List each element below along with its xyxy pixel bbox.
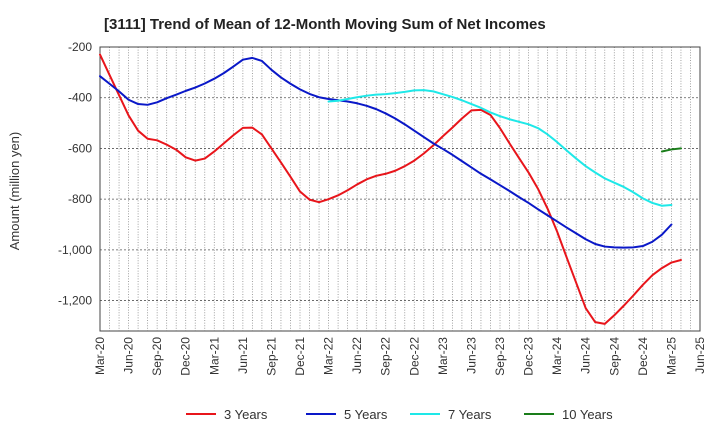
plot-area	[99, 46, 701, 332]
x-tick-label: Sep-21	[264, 337, 278, 376]
series-line-10-years	[660, 147, 682, 153]
y-tick-label: -200	[68, 40, 92, 54]
x-tick-label: Jun-22	[350, 337, 364, 374]
x-tick-label: Dec-24	[636, 337, 650, 376]
x-tick-label: Mar-25	[664, 337, 678, 375]
x-tick-label: Sep-20	[150, 337, 164, 376]
legend: 3 Years 5 Years 7 Years 10 Years	[186, 407, 613, 422]
x-tick-label: Jun-25	[693, 337, 707, 374]
chart-title: [3111] Trend of Mean of 12-Month Moving …	[104, 16, 546, 33]
x-tick-label: Sep-22	[379, 337, 393, 376]
legend-label: 3 Years	[224, 407, 268, 422]
x-tick-label: Dec-21	[293, 337, 307, 376]
series-line-5-years	[99, 56, 673, 249]
series-lines	[99, 53, 682, 325]
legend-label: 10 Years	[562, 407, 613, 422]
legend-item-10-years: 10 Years	[524, 407, 613, 422]
legend-label: 7 Years	[448, 407, 492, 422]
x-tick-label: Mar-21	[207, 337, 221, 375]
x-tick-label: Dec-22	[407, 337, 421, 376]
x-tick-label: Jun-20	[122, 337, 136, 374]
y-axis-ticks: -200 -400 -600 -800 -1,000 -1,200	[58, 40, 92, 308]
x-tick-label: Sep-24	[607, 337, 621, 376]
x-tick-label: Mar-22	[322, 337, 336, 375]
x-tick-label: Mar-20	[93, 337, 107, 375]
legend-item-3-years: 3 Years	[186, 407, 268, 422]
series-line-3-years	[99, 53, 682, 325]
y-axis-label: Amount (million yen)	[7, 132, 22, 251]
x-tick-label: Dec-20	[179, 337, 193, 376]
y-tick-label: -600	[68, 141, 92, 155]
series-line-7-years	[327, 89, 673, 207]
y-tick-label: -1,200	[58, 294, 92, 308]
x-axis-ticks: Mar-20 Jun-20 Sep-20 Dec-20 Mar-21 Jun-21 Sep-…	[93, 337, 707, 376]
x-tick-label: Jun-24	[579, 337, 593, 374]
legend-item-7-years: 7 Years	[410, 407, 492, 422]
legend-item-5-years: 5 Years	[306, 407, 388, 422]
x-tick-label: Mar-23	[436, 337, 450, 375]
y-tick-label: -1,000	[58, 243, 92, 257]
legend-label: 5 Years	[344, 407, 388, 422]
x-tick-label: Mar-24	[550, 337, 564, 375]
x-tick-label: Jun-21	[236, 337, 250, 374]
x-tick-label: Jun-23	[464, 337, 478, 374]
x-tick-label: Sep-23	[493, 337, 507, 376]
y-tick-label: -800	[68, 192, 92, 206]
y-tick-label: -400	[68, 91, 92, 105]
x-tick-label: Dec-23	[522, 337, 536, 376]
